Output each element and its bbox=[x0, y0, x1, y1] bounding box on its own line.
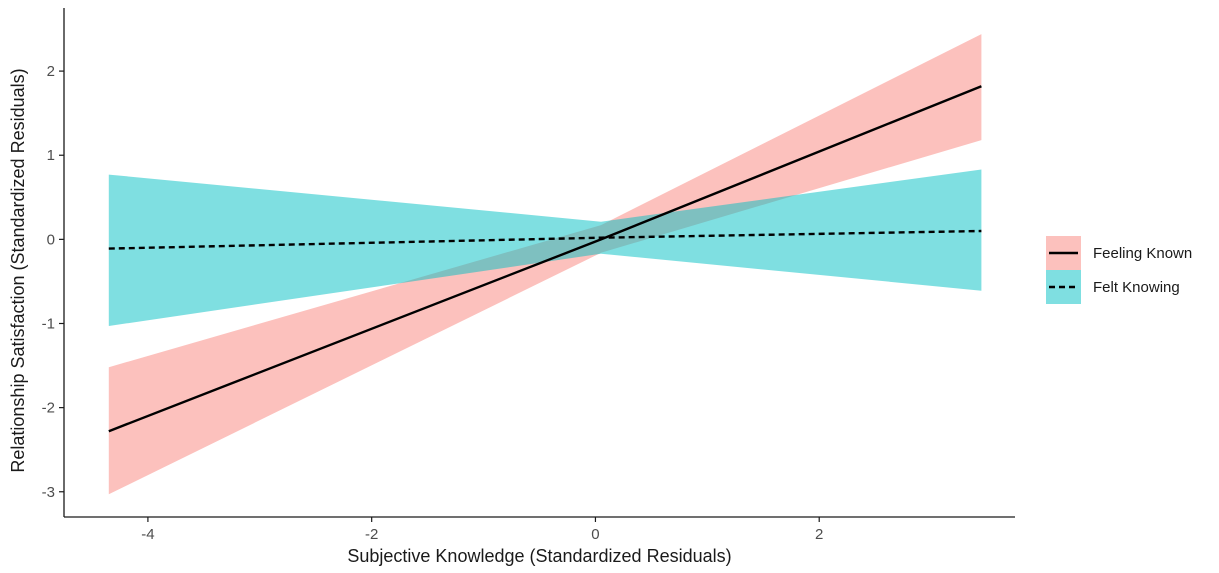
ribbon-feeling-known bbox=[108, 34, 982, 495]
trend-lines bbox=[108, 85, 982, 433]
y-axis-title: Relationship Satisfaction (Standardized … bbox=[8, 68, 28, 472]
x-tick-label: -4 bbox=[141, 526, 154, 543]
ribbon-felt-knowing bbox=[108, 169, 982, 326]
y-axis-ticks: -3 -2 -1 0 1 2 bbox=[42, 63, 64, 501]
x-axis-title: Subjective Knowledge (Standardized Resid… bbox=[347, 546, 731, 566]
x-axis-ticks: -4 -2 0 2 bbox=[141, 517, 823, 543]
x-tick-label: -2 bbox=[365, 526, 378, 543]
y-tick-label: -2 bbox=[42, 400, 55, 417]
y-tick-label: 0 bbox=[47, 231, 55, 248]
confidence-ribbons bbox=[108, 34, 982, 495]
line-felt-knowing bbox=[108, 229, 982, 250]
y-tick-label: -3 bbox=[42, 484, 55, 501]
legend: Feeling Known Felt Knowing bbox=[1046, 236, 1192, 304]
legend-label-feeling-known: Feeling Known bbox=[1093, 245, 1192, 262]
x-tick-label: 0 bbox=[591, 526, 599, 543]
y-tick-label: 1 bbox=[47, 147, 55, 164]
y-tick-label: 2 bbox=[47, 63, 55, 80]
x-tick-label: 2 bbox=[815, 526, 823, 543]
y-tick-label: -1 bbox=[42, 315, 55, 332]
line-feeling-known bbox=[108, 85, 982, 433]
legend-label-felt-knowing: Felt Knowing bbox=[1093, 279, 1180, 296]
